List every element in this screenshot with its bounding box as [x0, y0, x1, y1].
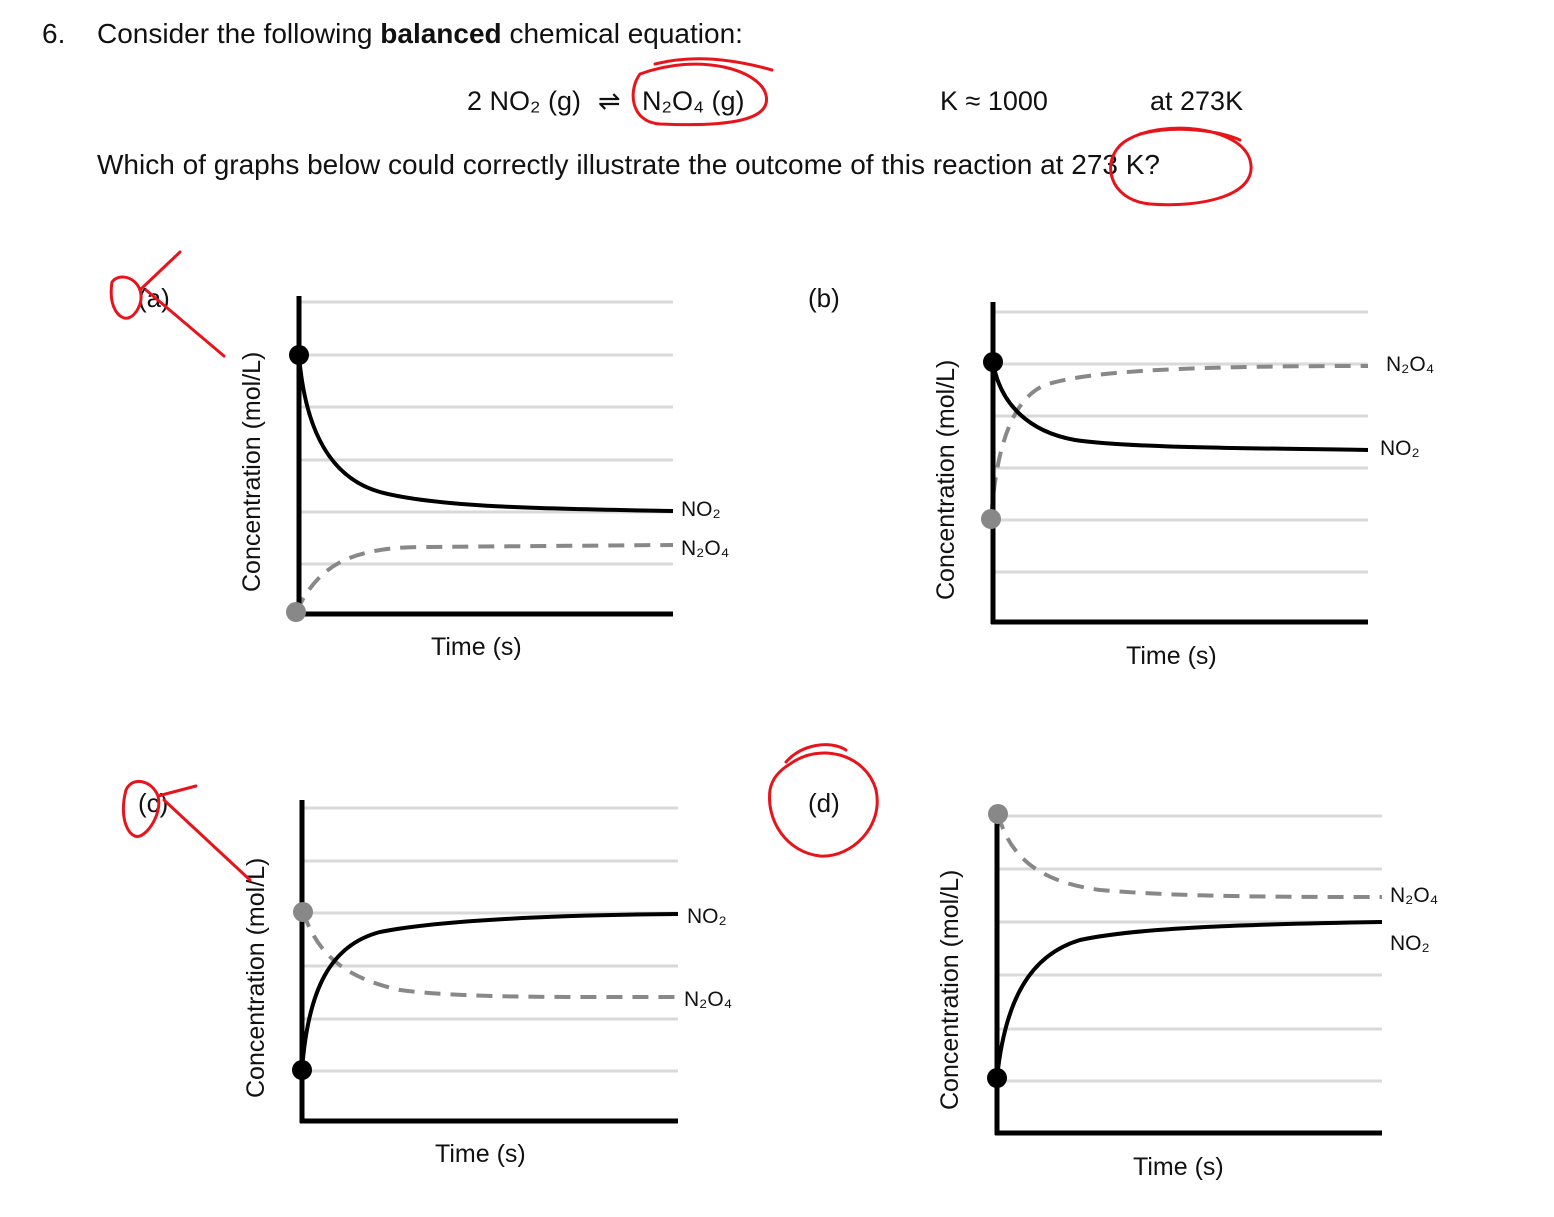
- graph-b-gridlines: [994, 310, 1368, 574]
- graph-d-gridlines: [998, 814, 1382, 1083]
- graph-b-n2o4-curve: [989, 364, 1369, 520]
- graph-b-label: (b): [808, 283, 840, 313]
- graph-b-no2-start-point: [983, 352, 1003, 372]
- handwritten-annotations: [109, 57, 1253, 882]
- question-prompt: Which of graphs below could correctly il…: [97, 149, 1160, 180]
- circle-around-d: [767, 743, 879, 858]
- graph-c-no2-label: NO₂: [687, 905, 727, 928]
- graph-d-xlabel: Time (s): [1133, 1153, 1224, 1181]
- graph-d-n2o4-label: N₂O₄: [1390, 884, 1439, 907]
- graph-c-label: (c): [138, 788, 169, 818]
- question-intro: Consider the following balanced chemical…: [97, 18, 743, 50]
- graph-a-no2-start-point: [289, 345, 309, 365]
- graph-b-xlabel: Time (s): [1126, 642, 1217, 670]
- equilibrium-constant: K ≈ 1000: [940, 86, 1048, 116]
- graph-c-cross-mark: [121, 780, 252, 882]
- graph-d-label: (d): [808, 788, 840, 818]
- graph-d-n2o4-curve: [996, 813, 1383, 899]
- graph-d-no2-start-point: [987, 1068, 1007, 1088]
- graph-c: [292, 800, 679, 1124]
- graph-a-cross-mark: [109, 250, 226, 358]
- temperature: at 273K: [1150, 86, 1244, 116]
- graph-c-n2o4-label: N₂O₄: [684, 988, 733, 1011]
- intro-suffix: chemical equation:: [501, 18, 743, 49]
- graph-a-gridlines: [300, 300, 673, 566]
- graph-c-no2-start-point: [292, 1060, 312, 1080]
- graph-a-xlabel: Time (s): [431, 633, 522, 661]
- graph-b-n2o4-start-point: [981, 509, 1001, 529]
- graph-a-n2o4-start-point: [286, 602, 306, 622]
- graph-a: [286, 296, 674, 622]
- graph-d-no2-label: NO₂: [1390, 932, 1430, 955]
- graph-c-no2-curve: [300, 912, 679, 1071]
- graph-d-no2-curve: [995, 920, 1383, 1079]
- graph-a-no2-label: NO₂: [681, 498, 721, 521]
- intro-prefix: Consider the following: [97, 18, 381, 49]
- graph-c-xlabel: Time (s): [435, 1140, 526, 1168]
- circle-around-product: [631, 57, 774, 127]
- graph-d: [987, 804, 1383, 1136]
- graph-a-n2o4-curve: [294, 543, 674, 613]
- intro-bold: balanced: [380, 18, 502, 49]
- circle-around-temperature: [1109, 126, 1253, 207]
- graph-c-n2o4-start-point: [293, 902, 313, 922]
- equation-product: N₂O₄ (g): [642, 86, 745, 116]
- graph-a-n2o4-label: N₂O₄: [681, 537, 730, 560]
- graph-b: [981, 302, 1369, 625]
- graph-c-n2o4-curve: [301, 911, 679, 1000]
- equation-arrow: ⇌: [598, 86, 621, 116]
- graph-d-n2o4-start-point: [988, 804, 1008, 824]
- graph-b-no2-label: NO₂: [1380, 437, 1420, 460]
- graph-b-no2-curve: [991, 361, 1369, 452]
- graph-a-no2-curve: [297, 354, 674, 513]
- equation-reactant: 2 NO₂ (g): [467, 86, 581, 116]
- question-number: 6.: [42, 18, 66, 49]
- graph-b-n2o4-label: N₂O₄: [1386, 353, 1435, 376]
